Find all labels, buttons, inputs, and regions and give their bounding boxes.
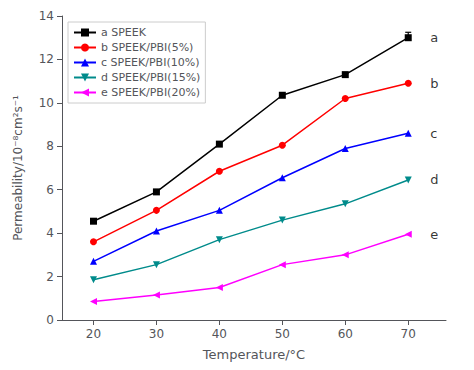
svg-text:40: 40: [212, 327, 227, 341]
svg-text:70: 70: [401, 327, 416, 341]
svg-text:d: d: [430, 172, 438, 187]
svg-text:4: 4: [46, 226, 54, 240]
svg-text:Temperature/°C: Temperature/°C: [202, 347, 305, 362]
svg-text:c: c: [430, 126, 437, 141]
svg-text:b: b: [430, 76, 438, 91]
svg-text:a SPEEK: a SPEEK: [101, 26, 147, 39]
svg-text:c SPEEK/PBI(10%): c SPEEK/PBI(10%): [101, 56, 199, 69]
svg-text:12: 12: [39, 52, 54, 66]
svg-text:a: a: [430, 30, 438, 45]
svg-text:e SPEEK/PBI(20%): e SPEEK/PBI(20%): [101, 86, 200, 99]
svg-text:14: 14: [39, 9, 54, 23]
svg-text:20: 20: [86, 327, 101, 341]
svg-text:60: 60: [338, 327, 353, 341]
svg-text:50: 50: [275, 327, 290, 341]
svg-text:d SPEEK/PBI(15%): d SPEEK/PBI(15%): [101, 71, 200, 84]
svg-text:30: 30: [149, 327, 164, 341]
svg-text:6: 6: [46, 183, 54, 197]
svg-text:Permeability/10⁻⁸cm²s⁻¹: Permeability/10⁻⁸cm²s⁻¹: [11, 95, 25, 241]
svg-text:2: 2: [46, 270, 54, 284]
svg-text:10: 10: [39, 96, 54, 110]
svg-text:0: 0: [46, 313, 54, 327]
svg-text:b SPEEK/PBI(5%): b SPEEK/PBI(5%): [101, 41, 193, 54]
svg-text:8: 8: [46, 139, 54, 153]
svg-text:e: e: [430, 227, 438, 242]
